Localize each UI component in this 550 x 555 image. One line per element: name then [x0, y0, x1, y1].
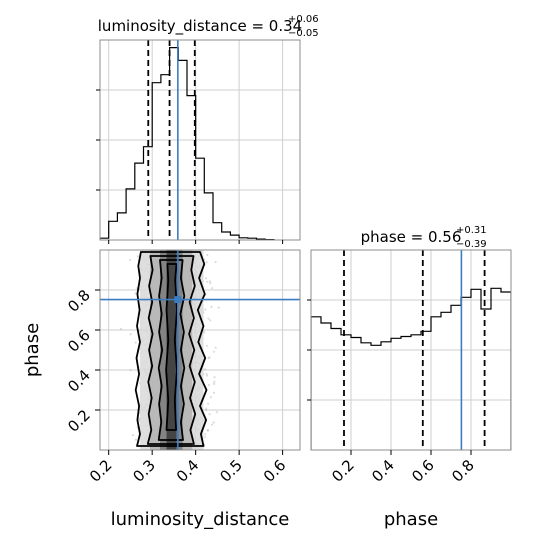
sample-point: [204, 409, 208, 412]
sample-point: [134, 292, 137, 295]
sample-point: [204, 308, 207, 311]
title-phase: phase = 0.56: [361, 228, 462, 246]
sample-point: [208, 356, 211, 359]
sample-point: [207, 402, 210, 405]
sample-point: [207, 357, 210, 360]
sample-point: [129, 258, 132, 261]
contour-middle: [146, 255, 197, 445]
y-tick-label-0: 0.2: [64, 406, 94, 436]
x-axis-label-luminosity-distance: luminosity_distance: [111, 509, 290, 530]
sample-point: [129, 333, 132, 336]
sample-point: [214, 260, 217, 264]
sample-point: [206, 280, 209, 283]
sample-point: [205, 372, 208, 375]
sample-point: [203, 368, 207, 371]
sample-point: [210, 423, 214, 426]
x-tick-label-4: 0.6: [260, 456, 290, 486]
title-phase-sub: −0.39: [456, 239, 487, 250]
contour-inner: [157, 259, 186, 441]
sample-point: [134, 341, 137, 344]
h2-x-tick-label-2: 0.6: [408, 456, 438, 486]
histogram-luminosity-layer: [100, 40, 275, 240]
histogram-phase-layer: [311, 250, 511, 450]
x-tick-label-2: 0.4: [173, 456, 203, 486]
sample-point: [205, 374, 208, 377]
sample-point: [206, 429, 209, 432]
density-band-3: [166, 250, 177, 450]
sample-point: [205, 261, 208, 264]
sample-point: [210, 305, 213, 308]
sample-point: [213, 382, 216, 385]
sample-point: [211, 287, 214, 290]
sample-point: [209, 319, 212, 322]
sample-point: [212, 421, 215, 424]
title-phase-sup: +0.31: [456, 225, 487, 236]
y-tick-label-3: 0.8: [64, 286, 94, 316]
sample-point: [138, 418, 141, 421]
sample-point: [209, 396, 212, 399]
sample-point: [212, 391, 216, 394]
h2-x-tick-label-0: 0.2: [328, 456, 358, 486]
sample-point: [204, 433, 207, 436]
sample-point: [203, 331, 206, 334]
sample-point: [119, 327, 122, 331]
sample-point: [212, 350, 216, 353]
title-luminosity-distance-sub: −0.05: [288, 28, 319, 39]
sample-point: [206, 429, 209, 432]
sample-point: [215, 411, 218, 414]
sample-point: [206, 253, 209, 257]
density-2d-layer: [100, 250, 300, 450]
title-luminosity-distance-sup: +0.06: [288, 14, 319, 25]
sample-point: [209, 282, 212, 285]
sample-point: [129, 369, 132, 372]
x-tick-label-3: 0.5: [216, 456, 246, 486]
sample-point: [213, 376, 216, 379]
sample-point: [205, 344, 208, 347]
sample-point: [214, 346, 217, 349]
contour-outer: [134, 251, 208, 447]
sample-point: [208, 280, 211, 283]
truth-marker: [174, 296, 182, 304]
y-tick-label-1: 0.4: [64, 366, 94, 396]
sample-point: [213, 380, 216, 383]
sample-point: [131, 433, 135, 437]
histogram-phase: [311, 287, 511, 450]
x-tick-label-1: 0.3: [129, 456, 159, 486]
sample-point: [217, 306, 220, 309]
sample-point: [204, 436, 207, 439]
h2-x-tick-label-3: 0.8: [448, 456, 478, 486]
sample-point: [205, 407, 208, 410]
x-tick-label-0: 0.2: [86, 456, 116, 486]
sample-point: [134, 438, 137, 441]
frame-density-2d: [99, 249, 301, 451]
sample-point: [136, 255, 139, 258]
x-axis-label-phase: phase: [384, 509, 438, 530]
sample-point: [208, 413, 211, 416]
title-luminosity-distance: luminosity_distance = 0.34: [98, 17, 302, 36]
y-tick-label-2: 0.6: [64, 326, 94, 356]
contour-core: [165, 263, 178, 431]
sample-point: [207, 383, 210, 387]
sample-point: [204, 277, 208, 280]
y-axis-label-phase: phase: [22, 323, 43, 377]
h2-x-tick-label-1: 0.4: [368, 456, 398, 486]
histogram-luminosity-distance: [100, 47, 275, 240]
ticks-layer: 0.2 0.3 0.4 0.5 0.6 0.2 0.4 0.6 0.8 0.2 0.4 0.6 0.8: [64, 89, 478, 486]
sample-point: [207, 317, 210, 320]
